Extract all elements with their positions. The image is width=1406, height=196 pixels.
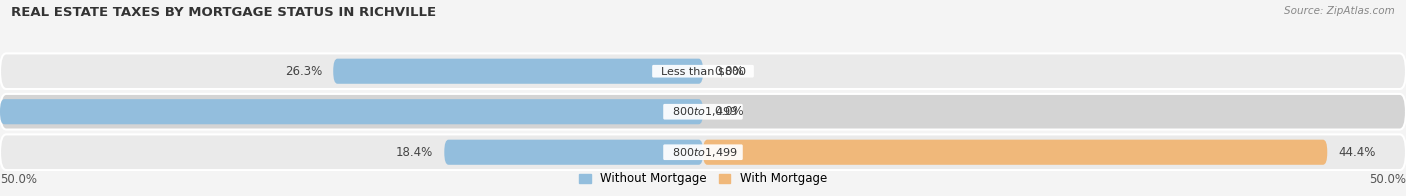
Text: 50.0%: 50.0% bbox=[0, 173, 37, 186]
Text: Less than $800: Less than $800 bbox=[654, 66, 752, 76]
Text: 44.4%: 44.4% bbox=[1339, 146, 1376, 159]
Text: 18.4%: 18.4% bbox=[396, 146, 433, 159]
Text: $800 to $1,499: $800 to $1,499 bbox=[665, 105, 741, 118]
FancyBboxPatch shape bbox=[444, 140, 703, 165]
FancyBboxPatch shape bbox=[0, 94, 1406, 130]
Text: 50.0%: 50.0% bbox=[1369, 173, 1406, 186]
Text: 0.0%: 0.0% bbox=[714, 65, 744, 78]
Text: REAL ESTATE TAXES BY MORTGAGE STATUS IN RICHVILLE: REAL ESTATE TAXES BY MORTGAGE STATUS IN … bbox=[11, 6, 436, 19]
FancyBboxPatch shape bbox=[703, 140, 1327, 165]
Text: 0.0%: 0.0% bbox=[714, 105, 744, 118]
Text: $800 to $1,499: $800 to $1,499 bbox=[665, 146, 741, 159]
FancyBboxPatch shape bbox=[0, 134, 1406, 170]
Text: Source: ZipAtlas.com: Source: ZipAtlas.com bbox=[1284, 6, 1395, 16]
Legend: Without Mortgage, With Mortgage: Without Mortgage, With Mortgage bbox=[574, 168, 832, 190]
FancyBboxPatch shape bbox=[0, 53, 1406, 89]
Text: 26.3%: 26.3% bbox=[285, 65, 322, 78]
FancyBboxPatch shape bbox=[0, 99, 703, 124]
FancyBboxPatch shape bbox=[333, 59, 703, 84]
